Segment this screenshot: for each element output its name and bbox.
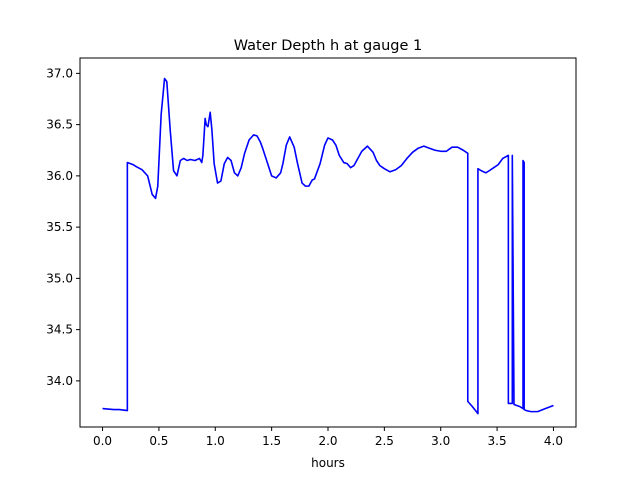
chart-title: Water Depth h at gauge 1: [234, 38, 422, 54]
y-tick-label: 35.5: [46, 220, 73, 234]
x-tick-label: 1.5: [262, 434, 281, 448]
x-tick-label: 3.0: [431, 434, 450, 448]
x-tick-label: 1.0: [206, 434, 225, 448]
y-tick-label: 37.0: [46, 66, 73, 80]
x-tick-label: 0.5: [149, 434, 168, 448]
x-tick-label: 2.0: [318, 434, 337, 448]
y-tick-label: 36.5: [46, 118, 73, 132]
y-tick-label: 36.0: [46, 169, 73, 183]
x-tick-label: 0.0: [93, 434, 112, 448]
x-tick-label: 3.5: [488, 434, 507, 448]
y-tick-label: 34.0: [46, 374, 73, 388]
plot-layer: [102, 77, 554, 415]
x-axis-label: hours: [311, 456, 345, 470]
plot-frame: [79, 57, 577, 428]
x-tick-label: 4.0: [544, 434, 563, 448]
y-axis-ticks: 34.0 34.5 35.0 35.5 36.0 36.5 37.0: [46, 66, 80, 388]
y-tick-label: 35.0: [46, 271, 73, 285]
x-tick-label: 2.5: [375, 434, 394, 448]
series-line-0: [102, 77, 554, 415]
x-axis-ticks: 0.0 0.5 1.0 1.5 2.0 2.5 3.0 3.5 4.0: [93, 427, 563, 448]
y-tick-label: 34.5: [46, 323, 73, 337]
